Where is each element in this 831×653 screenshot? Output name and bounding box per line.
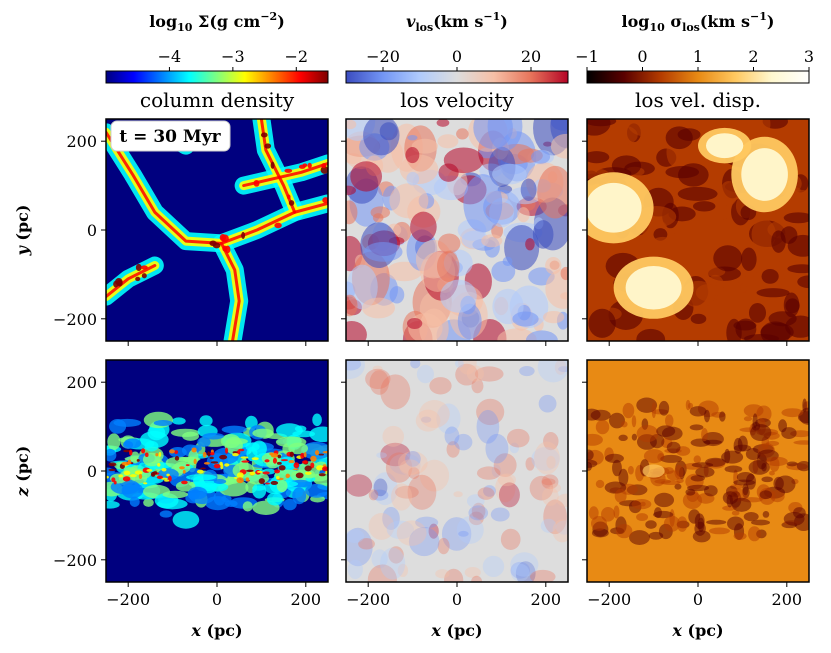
colorbar-tick-label: 3 xyxy=(804,47,814,66)
x-tick-label: −200 xyxy=(587,590,631,609)
x-tick-label: 200 xyxy=(772,590,803,609)
panel-1-3: hot yellow bubbles inside dark dense fil… xyxy=(587,119,809,341)
colorbar-3 xyxy=(586,70,810,84)
column-title: los vel. disp. xyxy=(635,88,761,112)
colorbar-tick-label: 2 xyxy=(748,47,758,66)
x-tick-label: 200 xyxy=(291,590,322,609)
x-axis-label: x (pc) xyxy=(430,621,482,640)
column-title: column density xyxy=(140,88,295,112)
colorbar-tick-label: 0 xyxy=(452,47,462,66)
y-axis-label: y (pc) xyxy=(13,205,32,257)
panel-1-2: line-of-sight velocity, mixed red/blue p… xyxy=(346,119,568,341)
y-tick-label: 200 xyxy=(66,132,97,151)
panel-2-2: mostly neutral velocity with weak patche… xyxy=(346,360,568,582)
x-axis-label: x (pc) xyxy=(671,621,723,640)
y-axis-label: z (pc) xyxy=(13,446,32,498)
column-title: los velocity xyxy=(400,88,514,112)
x-tick-label: 0 xyxy=(693,590,703,609)
colorbar-1 xyxy=(105,70,329,84)
time-annotation-box xyxy=(110,120,231,152)
colorbar-tick-label: −4 xyxy=(158,47,182,66)
colorbar-tick-label: 0 xyxy=(637,47,647,66)
colorbar-label: log10 σlos(km s−1) xyxy=(622,10,775,34)
y-tick-label: −200 xyxy=(53,310,97,329)
x-axis-label: x (pc) xyxy=(190,621,242,640)
colorbar-layer: −4 −3 −2 log10 Σ(g cm−2) column density −20 0 2… xyxy=(105,10,814,112)
time-annotation: t = 30 Myr xyxy=(110,120,231,152)
colorbar-tick-label: −1 xyxy=(575,47,599,66)
colorbar-tick-label: −3 xyxy=(221,47,245,66)
panel-layer: face-on filamentary gas network with lar… xyxy=(106,119,809,582)
panel-1-1: face-on filamentary gas network with lar… xyxy=(106,119,328,341)
y-tick-label: 0 xyxy=(87,462,97,481)
x-tick-label: 0 xyxy=(452,590,462,609)
x-tick-label: −200 xyxy=(106,590,150,609)
panel-2-1: edge-on thin gas disk near z = 0 xyxy=(106,360,328,582)
colorbar-label: log10 Σ(g cm−2) xyxy=(149,10,285,34)
x-tick-label: 200 xyxy=(531,590,562,609)
x-tick-label: 0 xyxy=(212,590,222,609)
y-tick-label: 200 xyxy=(66,373,97,392)
axes-layer: 200 0 −200 y (pc) 200 0 −200 −200 0 200 x (pc) −200… xyxy=(13,118,810,640)
colorbar-tick-label: −20 xyxy=(366,47,400,66)
x-tick-label: −200 xyxy=(346,590,390,609)
colorbar-label: vlos(km s−1) xyxy=(406,10,508,34)
colorbar-2 xyxy=(345,70,569,84)
colorbar-tick-label: −2 xyxy=(284,47,308,66)
colorbar-tick-label: 1 xyxy=(693,47,703,66)
y-tick-label: 0 xyxy=(87,221,97,240)
colorbar-tick-label: 20 xyxy=(521,47,541,66)
panel-2-3: uniform orange dispersion with darker mi… xyxy=(587,360,809,582)
time-annotation-text: t = 30 Myr xyxy=(119,127,221,147)
y-tick-label: −200 xyxy=(53,551,97,570)
